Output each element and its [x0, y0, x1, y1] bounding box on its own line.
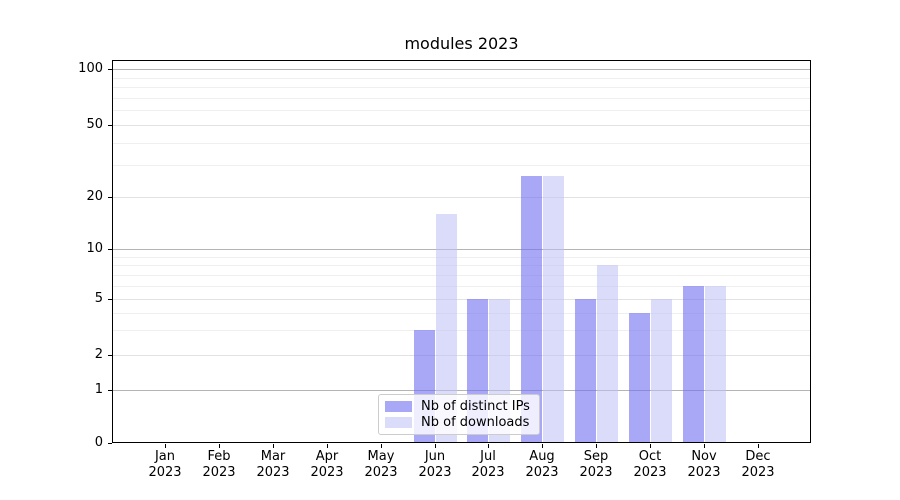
x-tick-feb [219, 444, 220, 448]
gridline-y-60 [112, 110, 811, 111]
y-tick-2 [108, 355, 112, 356]
gridline-y-7 [112, 275, 811, 276]
x-tick-label-jun: Jun 2023 [418, 449, 452, 480]
x-tick-aug [542, 444, 543, 448]
plot-area: 0 1 2 5 10 20 50 100 Jan 2023 Feb 2023 Mar 2023 Apr 202… [78, 60, 811, 480]
bar-downloads-jun [436, 214, 457, 443]
x-tick-label-feb: Feb 2023 [202, 449, 236, 480]
y-tick-50 [108, 125, 112, 126]
x-tick-label-may: May 2023 [364, 449, 398, 480]
y-tick-100 [108, 69, 112, 70]
x-tick-jun [435, 444, 436, 448]
axis-spine-left [112, 60, 113, 443]
bar-downloads-nov [705, 286, 726, 443]
x-tick-label-mar: Mar 2023 [256, 449, 290, 480]
x-tick-label-dec: Dec 2023 [741, 449, 775, 480]
gridline-y-80 [112, 87, 811, 88]
bar-distinct-ips-sep [575, 299, 596, 443]
x-tick-may [381, 444, 382, 448]
y-tick-label-5: 5 [94, 291, 103, 306]
x-tick-apr [327, 444, 328, 448]
bar-distinct-ips-aug [521, 176, 542, 443]
legend-label-downloads: Nb of downloads [421, 415, 530, 430]
gridline-y-20 [112, 197, 811, 198]
x-tick-sep [596, 444, 597, 448]
gridline-y-70 [112, 98, 811, 99]
gridline-y-5 [112, 299, 811, 300]
y-tick-20 [108, 197, 112, 198]
bar-distinct-ips-nov [683, 286, 704, 443]
x-tick-oct [650, 444, 651, 448]
gridline-y-50 [112, 125, 811, 126]
gridline-y-100 [112, 69, 811, 70]
y-tick-0 [108, 443, 112, 444]
x-tick-jan [165, 444, 166, 448]
y-tick-label-10: 10 [86, 241, 103, 256]
legend-label-distinct-ips: Nb of distinct IPs [421, 399, 530, 414]
y-tick-5 [108, 299, 112, 300]
y-tick-label-50: 50 [86, 117, 103, 132]
x-tick-label-nov: Nov 2023 [687, 449, 721, 480]
gridline-y-10 [112, 249, 811, 250]
bar-downloads-aug [543, 176, 564, 443]
gridline-y-3 [112, 330, 811, 331]
gridline-y-4 [112, 313, 811, 314]
x-tick-label-apr: Apr 2023 [310, 449, 344, 480]
legend-item-downloads: Nb of downloads [385, 415, 532, 430]
gridline-y-2 [112, 355, 811, 356]
legend-swatch-downloads [385, 417, 412, 428]
y-tick-1 [108, 390, 112, 391]
legend-swatch-distinct-ips [385, 401, 412, 412]
x-tick-nov [704, 444, 705, 448]
y-tick-10 [108, 249, 112, 250]
gridline-y-8 [112, 265, 811, 266]
legend: Nb of distinct IPs Nb of downloads [378, 394, 540, 435]
legend-item-distinct-ips: Nb of distinct IPs [385, 399, 532, 414]
x-tick-label-oct: Oct 2023 [633, 449, 667, 480]
bar-downloads-oct [651, 299, 672, 443]
axis-spine-bottom [112, 442, 811, 443]
x-tick-label-sep: Sep 2023 [579, 449, 613, 480]
bar-downloads-sep [597, 265, 618, 443]
y-tick-label-20: 20 [86, 189, 103, 204]
y-tick-label-100: 100 [78, 61, 103, 76]
x-tick-label-aug: Aug 2023 [525, 449, 559, 480]
gridline-y-1 [112, 390, 811, 391]
x-tick-label-jan: Jan 2023 [148, 449, 182, 480]
x-tick-jul [488, 444, 489, 448]
y-tick-label-0: 0 [94, 435, 103, 450]
bar-distinct-ips-oct [629, 313, 650, 443]
chart-title: modules 2023 [404, 34, 519, 53]
x-tick-label-jul: Jul 2023 [471, 449, 505, 480]
x-tick-mar [273, 444, 274, 448]
axis-spine-top [112, 60, 811, 61]
gridline-y-6 [112, 286, 811, 287]
gridline-y-40 [112, 143, 811, 144]
axis-spine-right [810, 60, 811, 443]
y-tick-label-1: 1 [94, 382, 103, 397]
gridline-y-30 [112, 165, 811, 166]
gridline-y-90 [112, 78, 811, 79]
gridline-y-9 [112, 257, 811, 258]
y-tick-label-2: 2 [94, 347, 103, 362]
x-tick-dec [758, 444, 759, 448]
